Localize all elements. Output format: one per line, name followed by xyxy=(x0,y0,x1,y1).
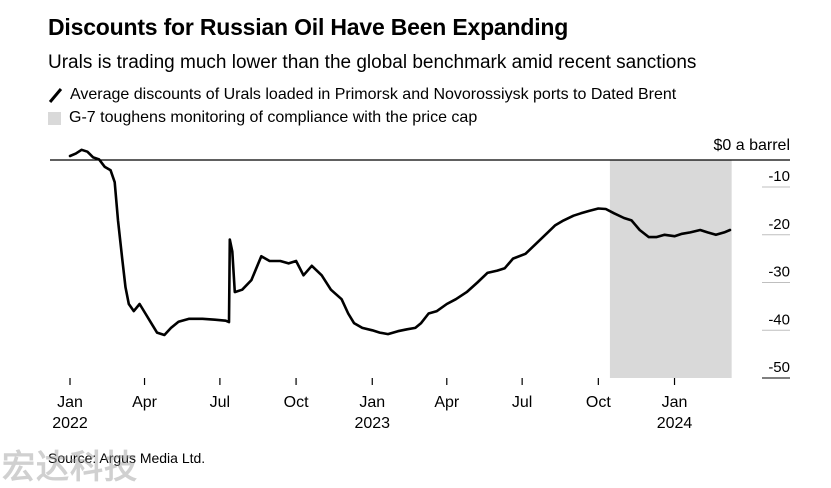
y-tick-label: -50 xyxy=(768,359,790,376)
legend-item-discounts: Average discounts of Urals loaded in Pri… xyxy=(48,86,676,104)
watermark: 宏达科技 xyxy=(2,448,138,485)
source-note: Source: Argus Media Ltd. xyxy=(48,450,206,466)
x-tick-label: Oct xyxy=(586,394,611,411)
legend-item-shade: G-7 toughens monitoring of compliance wi… xyxy=(48,109,477,127)
y-tick-label: -40 xyxy=(768,311,790,328)
x-tick-label: Jul xyxy=(512,394,532,411)
y-axis-label: $0 a barrel xyxy=(714,137,791,154)
x-tick-label: Apr xyxy=(132,394,158,411)
series-line-urals-discount xyxy=(68,148,732,337)
x-tick-label: Jan xyxy=(359,394,385,411)
x-tick-label: Apr xyxy=(434,394,460,411)
legend-label-discounts: Average discounts of Urals loaded in Pri… xyxy=(70,86,677,103)
shade-swatch-icon xyxy=(48,111,61,125)
x-tick-year-label: 2022 xyxy=(52,415,88,432)
y-tick-label: -20 xyxy=(768,216,790,233)
x-tick-label: Jan xyxy=(662,394,688,411)
x-tick-label: Jan xyxy=(57,394,83,411)
chart-subtitle: Urals is trading much lower than the glo… xyxy=(48,52,697,73)
chart-title: Discounts for Russian Oil Have Been Expa… xyxy=(48,14,569,40)
x-tick-label: Oct xyxy=(284,394,309,411)
legend-label-shade: G-7 toughens monitoring of compliance wi… xyxy=(69,109,478,126)
x-tick-label: Jul xyxy=(210,394,230,411)
x-tick-year-label: 2023 xyxy=(354,415,390,432)
y-tick-label: -10 xyxy=(768,168,790,185)
shaded-range-g7 xyxy=(609,160,732,378)
x-tick-year-label: 2024 xyxy=(657,415,693,432)
y-tick-label: -30 xyxy=(768,264,790,281)
